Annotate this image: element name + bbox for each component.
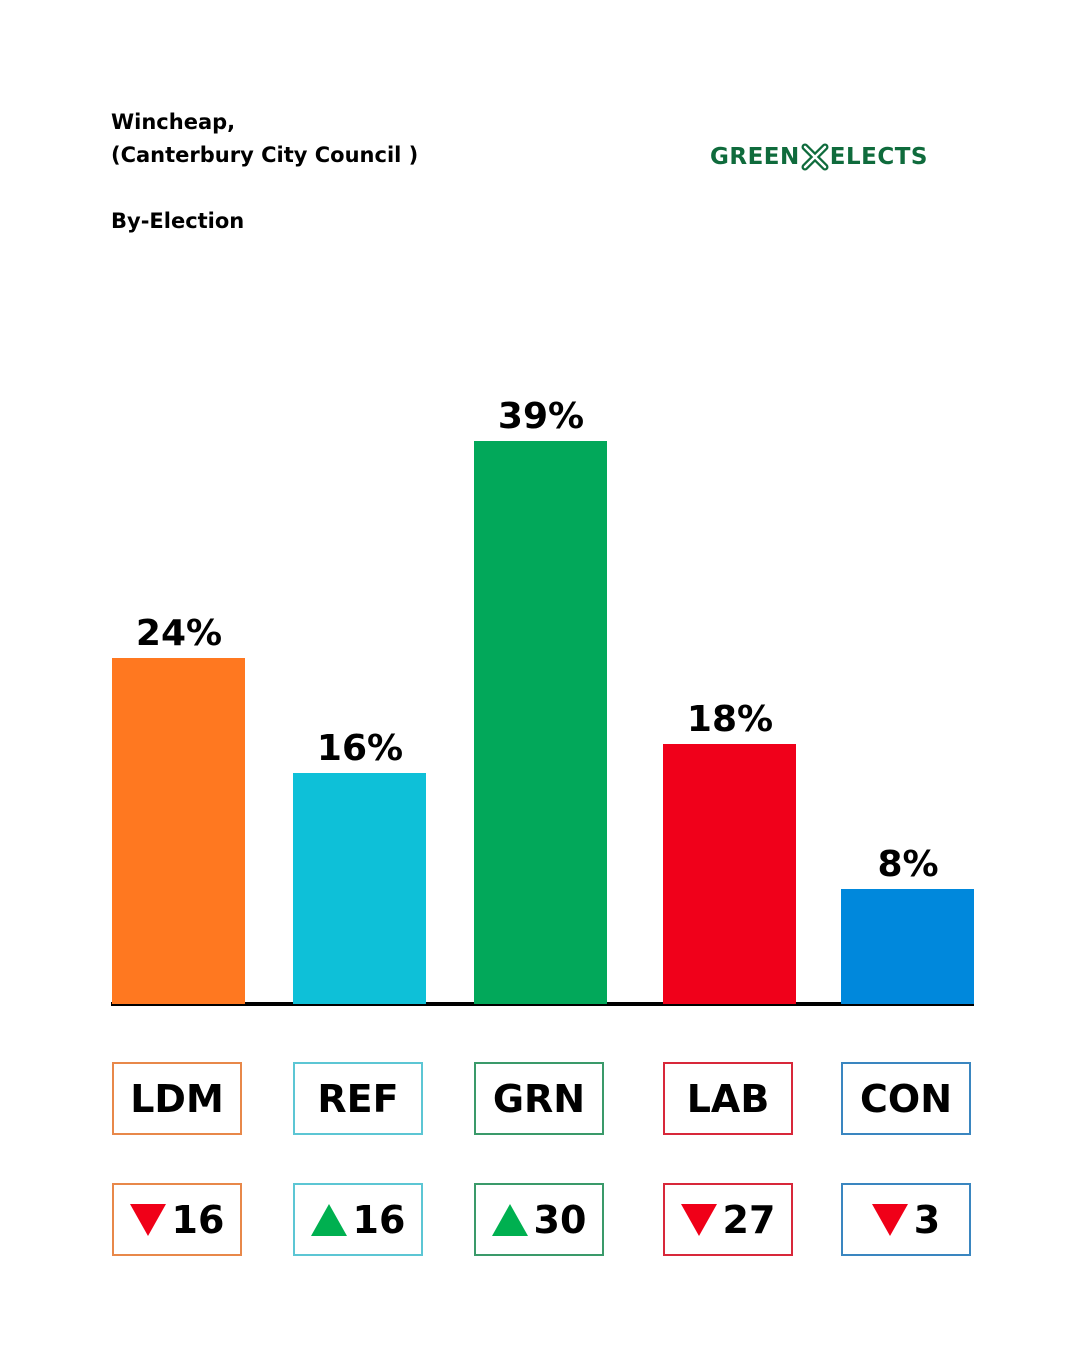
change-value: 30 bbox=[533, 1197, 587, 1242]
logo-text-left: GREEN bbox=[710, 144, 800, 170]
change-box-con: 3 bbox=[841, 1183, 971, 1256]
party-label-ldm: LDM bbox=[112, 1062, 242, 1135]
change-value: 3 bbox=[913, 1197, 941, 1242]
change-box-ldm: 16 bbox=[112, 1183, 242, 1256]
change-value: 27 bbox=[722, 1197, 776, 1242]
value-label-lab: 18% bbox=[686, 699, 774, 741]
green-elects-logo: GREEN ELECTS bbox=[710, 143, 928, 171]
party-label-lab: LAB bbox=[663, 1062, 793, 1135]
triangle-up-icon bbox=[491, 1203, 528, 1236]
value-label-ldm: 24% bbox=[135, 612, 223, 654]
triangle-down-icon bbox=[129, 1203, 166, 1236]
bar-lab bbox=[663, 744, 796, 1004]
value-label-con: 8% bbox=[877, 843, 939, 885]
election-type: By-Election bbox=[111, 209, 245, 233]
party-label-ref: REF bbox=[293, 1062, 423, 1135]
council-name: (Canterbury City Council ) bbox=[111, 143, 419, 167]
value-label-grn: 39% bbox=[497, 396, 585, 437]
party-label-con: CON bbox=[841, 1062, 971, 1135]
bar-con bbox=[841, 888, 974, 1004]
value-label-ref: 16% bbox=[316, 728, 404, 770]
change-box-grn: 30 bbox=[474, 1183, 604, 1256]
party-label-grn: GRN bbox=[474, 1062, 604, 1135]
change-box-ref: 16 bbox=[293, 1183, 423, 1256]
x-axis-baseline bbox=[111, 1002, 974, 1006]
bar-ref bbox=[293, 773, 426, 1004]
logo-text-right: ELECTS bbox=[829, 144, 928, 170]
triangle-down-icon bbox=[871, 1203, 908, 1236]
bar-ldm bbox=[112, 657, 245, 1004]
change-value: 16 bbox=[352, 1197, 406, 1242]
triangle-up-icon bbox=[310, 1203, 347, 1236]
logo-x-icon bbox=[801, 143, 829, 171]
ward-name: Wincheap, bbox=[111, 110, 236, 134]
change-box-lab: 27 bbox=[663, 1183, 793, 1256]
bar-grn bbox=[474, 441, 607, 1004]
change-value: 16 bbox=[171, 1197, 225, 1242]
triangle-down-icon bbox=[680, 1203, 717, 1236]
